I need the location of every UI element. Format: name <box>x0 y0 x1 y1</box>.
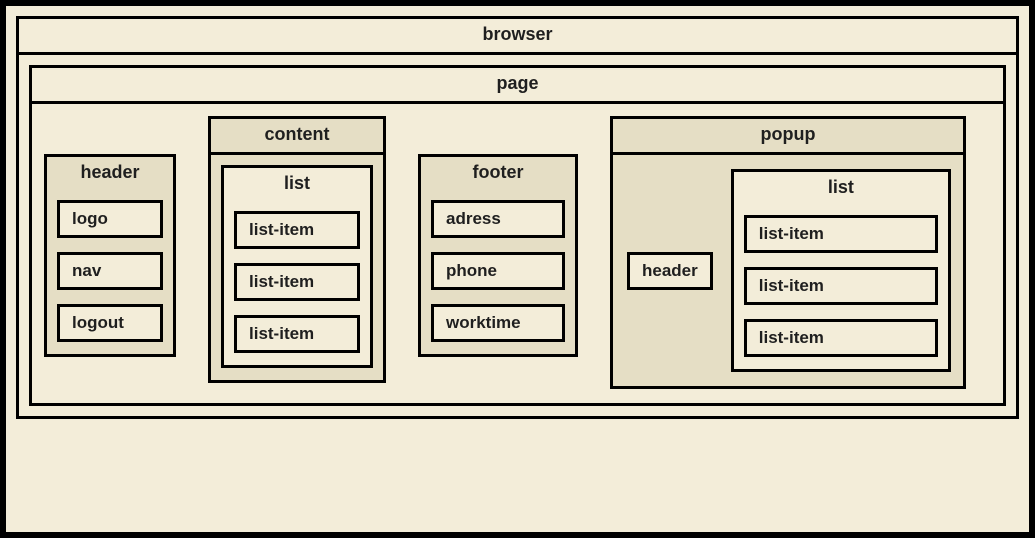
browser-body: page header logo nav logout content <box>19 55 1016 416</box>
logout-node: logout <box>57 304 163 342</box>
popup-list-box: list list-item list-item list-item <box>731 169 951 372</box>
nav-node: nav <box>57 252 163 290</box>
popup-list-title: list <box>734 172 948 205</box>
popup-title: popup <box>613 119 963 155</box>
content-list-items: list-item list-item list-item <box>224 201 370 365</box>
popup-box: popup header list list-item list-item li… <box>610 116 966 389</box>
phone-node: phone <box>431 252 565 290</box>
adress-node: adress <box>431 200 565 238</box>
browser-title: browser <box>19 19 1016 55</box>
page-body: header logo nav logout content list <box>32 104 1003 403</box>
page-title: page <box>32 68 1003 104</box>
logo-node: logo <box>57 200 163 238</box>
content-title: content <box>211 119 383 155</box>
header-box: header logo nav logout <box>44 154 176 357</box>
content-list-title: list <box>224 168 370 201</box>
footer-items: adress phone worktime <box>421 190 575 354</box>
content-list-box: list list-item list-item list-item <box>221 165 373 368</box>
footer-box: footer adress phone worktime <box>418 154 578 357</box>
header-title: header <box>47 157 173 190</box>
list-item-node: list-item <box>234 315 360 353</box>
footer-title: footer <box>421 157 575 190</box>
popup-body: header list list-item list-item list-ite… <box>613 155 963 386</box>
list-item-node: list-item <box>234 263 360 301</box>
content-body: list list-item list-item list-item <box>211 155 383 380</box>
list-item-node: list-item <box>234 211 360 249</box>
diagram-frame: browser page header logo nav logout <box>0 0 1035 538</box>
popup-header-node: header <box>627 252 713 290</box>
page-box: page header logo nav logout content <box>29 65 1006 406</box>
header-items: logo nav logout <box>47 190 173 354</box>
browser-box: browser page header logo nav logout <box>16 16 1019 419</box>
list-item-node: list-item <box>744 215 938 253</box>
list-item-node: list-item <box>744 319 938 357</box>
list-item-node: list-item <box>744 267 938 305</box>
popup-list-items: list-item list-item list-item <box>734 205 948 369</box>
content-box: content list list-item list-item list-it… <box>208 116 386 383</box>
worktime-node: worktime <box>431 304 565 342</box>
